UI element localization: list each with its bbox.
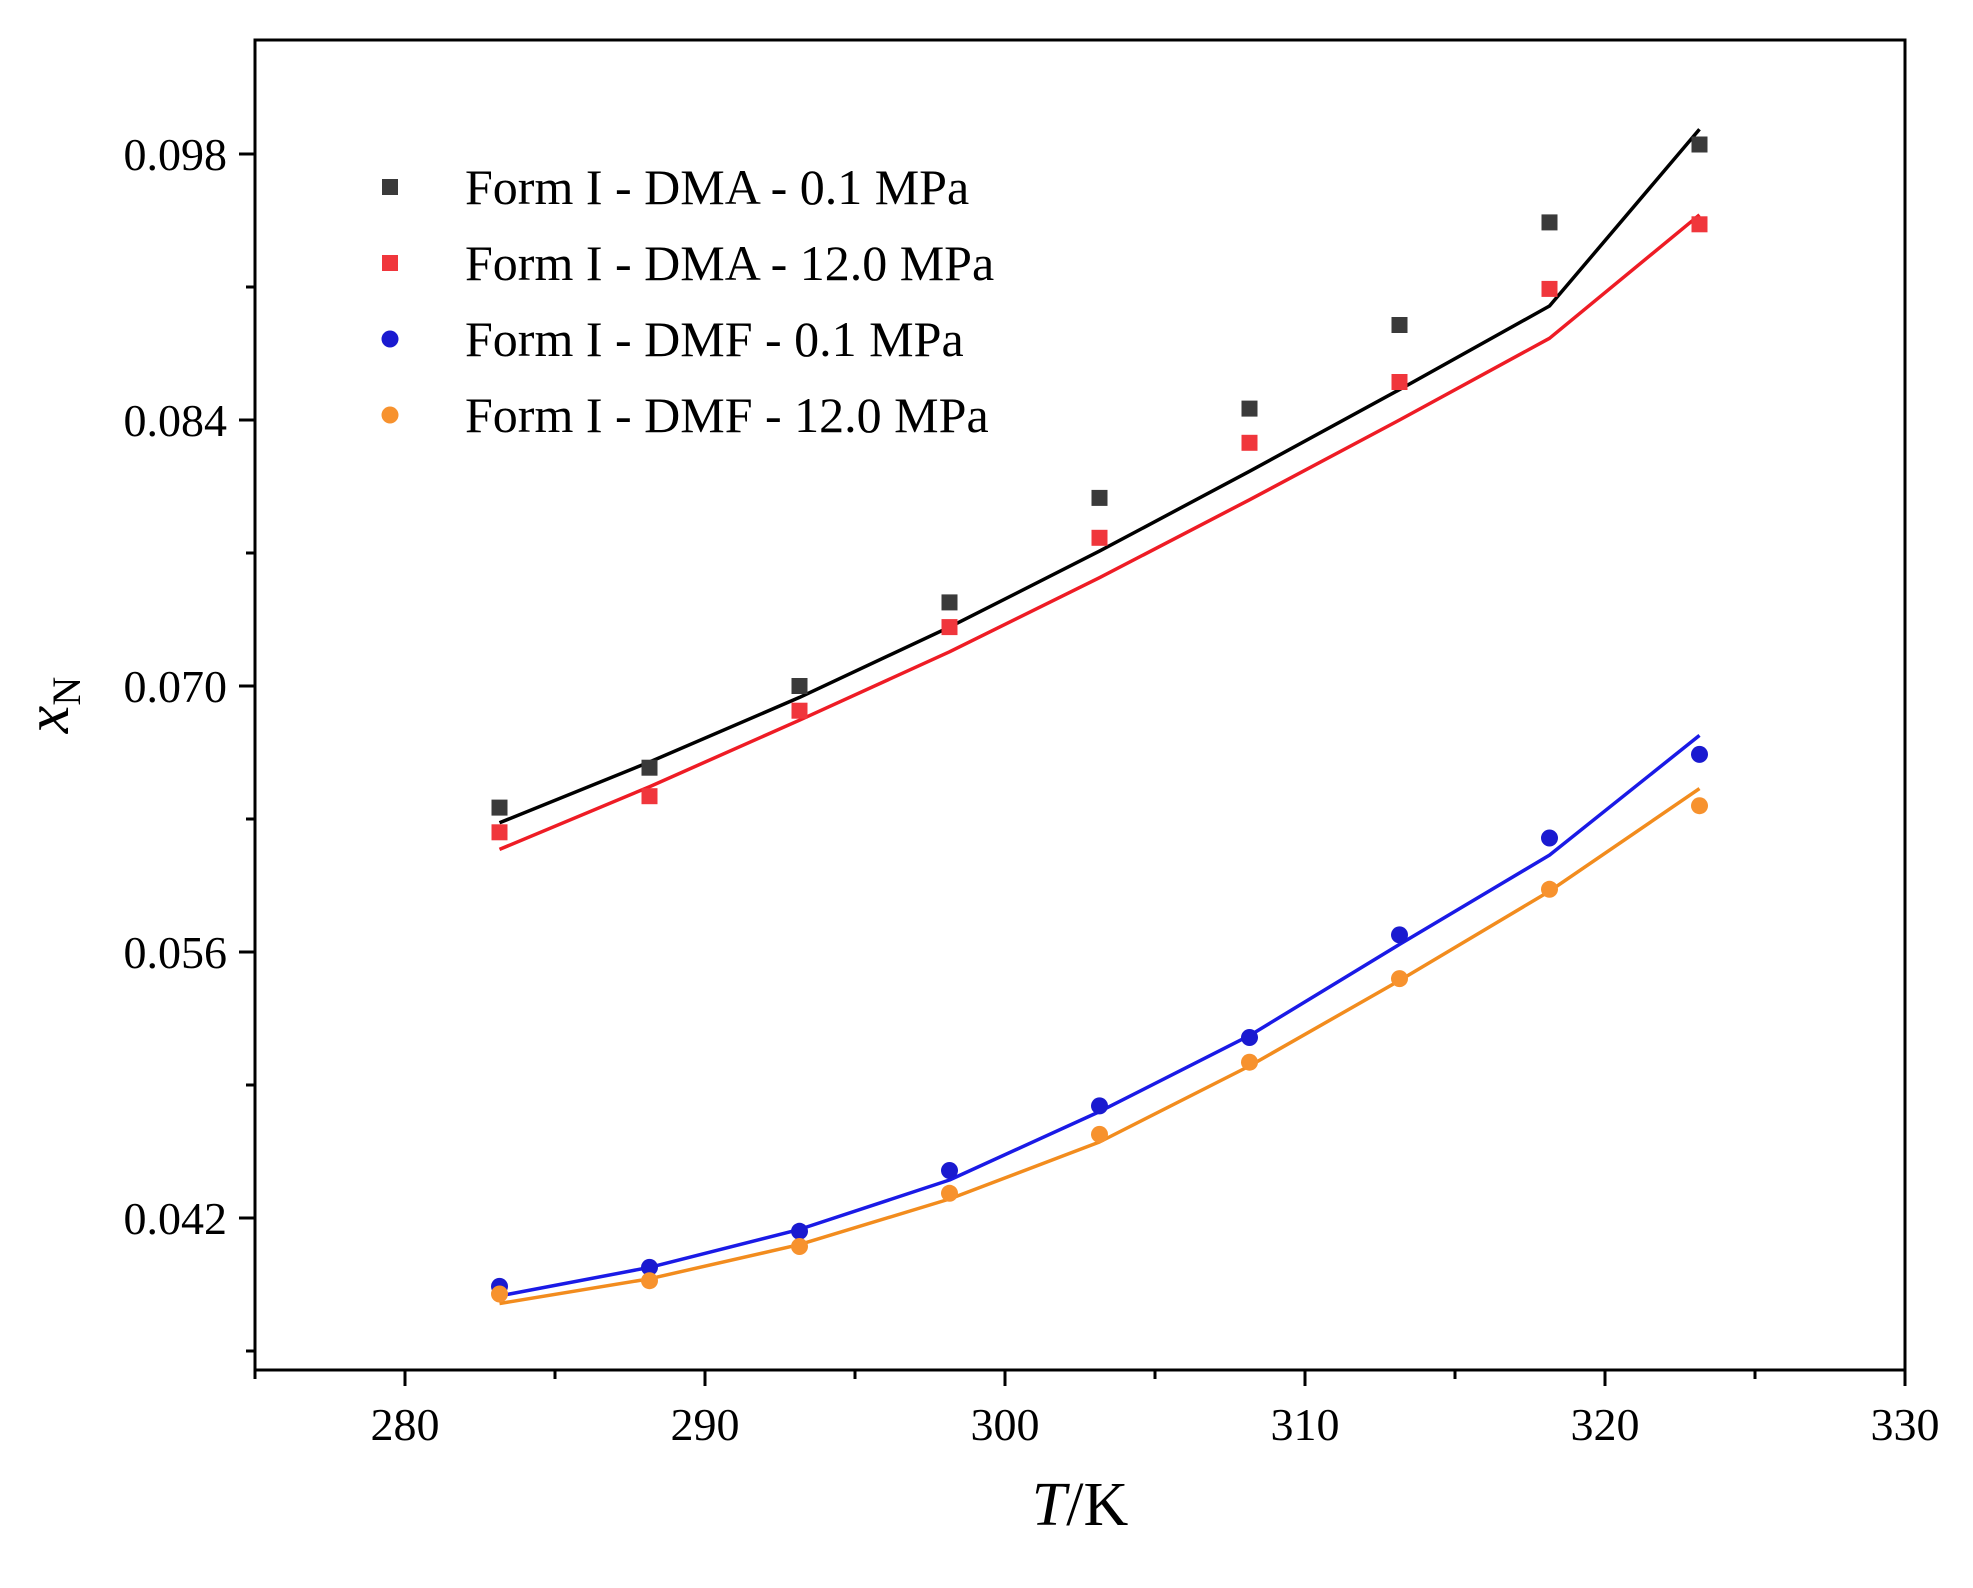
y-axis-title-main: x xyxy=(14,705,82,734)
legend-marker-4 xyxy=(381,406,399,424)
data-point-series-2 xyxy=(1241,434,1258,451)
legend-marker-1 xyxy=(382,179,398,195)
y-axis: 0.042 0.056 0.070 0.084 0.098 xyxy=(124,129,255,1353)
y-tick-label: 0.056 xyxy=(124,927,228,978)
data-point-series-2 xyxy=(941,619,958,636)
x-tick-label: 330 xyxy=(1871,1399,1940,1450)
legend-label-3: Form I - DMF - 0.1 MPa xyxy=(465,311,964,367)
data-point-series-4 xyxy=(791,1238,808,1255)
data-point-series-1 xyxy=(941,594,958,611)
legend-label-4: Form I - DMF - 12.0 MPa xyxy=(465,387,989,443)
x-tick-label: 290 xyxy=(671,1399,740,1450)
data-point-series-2 xyxy=(1391,374,1408,390)
x-axis: 280 290 300 310 320 330 xyxy=(253,1370,1940,1450)
data-point-series-1 xyxy=(491,799,508,816)
data-point-series-3 xyxy=(1691,745,1708,763)
data-point-series-1 xyxy=(1391,317,1408,333)
y-axis-title-sub: N xyxy=(44,677,89,706)
data-point-series-4 xyxy=(1541,880,1558,898)
data-point-series-1 xyxy=(1091,489,1108,506)
fit-line-series-4 xyxy=(499,787,1701,1306)
x-axis-title-italic: T xyxy=(1032,1471,1071,1539)
y-tick-label: 0.084 xyxy=(124,395,228,446)
data-point-series-2 xyxy=(791,702,808,719)
data-point-series-2 xyxy=(491,824,508,841)
x-axis-title-unit: /K xyxy=(1066,1471,1128,1539)
y-tick-label: 0.098 xyxy=(124,129,228,180)
legend-marker-2 xyxy=(382,255,398,271)
data-point-series-3 xyxy=(1541,829,1558,847)
data-point-series-1 xyxy=(1541,214,1558,231)
data-point-series-3 xyxy=(1391,926,1408,944)
data-point-series-2 xyxy=(641,788,658,805)
data-point-series-2 xyxy=(1691,216,1708,233)
data-point-series-4 xyxy=(491,1285,508,1303)
legend-marker-3 xyxy=(381,330,399,348)
data-point-series-2 xyxy=(1541,280,1558,297)
data-point-series-4 xyxy=(1091,1125,1108,1143)
legend-label-1: Form I - DMA - 0.1 MPa xyxy=(465,159,969,215)
x-tick-label: 300 xyxy=(971,1399,1040,1450)
data-point-series-2 xyxy=(1091,529,1108,546)
data-point-series-4 xyxy=(941,1184,958,1202)
fit-line-series-2 xyxy=(498,213,1701,852)
data-point-series-1 xyxy=(1241,400,1258,417)
legend: Form I - DMA - 0.1 MPa Form I - DMA - 12.… xyxy=(381,159,994,443)
data-point-series-1 xyxy=(1691,136,1708,153)
y-axis-title: xN xyxy=(14,677,89,734)
data-point-series-3 xyxy=(941,1162,958,1179)
fit-line-series-3 xyxy=(499,734,1701,1298)
legend-label-2: Form I - DMA - 12.0 MPa xyxy=(465,235,994,291)
markers-group xyxy=(491,136,1708,1303)
data-point-series-3 xyxy=(791,1222,808,1240)
data-point-series-4 xyxy=(641,1272,658,1290)
x-tick-label: 280 xyxy=(371,1399,440,1450)
fit-line-series-1 xyxy=(498,128,1701,825)
data-point-series-3 xyxy=(641,1258,658,1276)
data-point-series-4 xyxy=(1391,970,1408,988)
x-tick-label: 310 xyxy=(1271,1399,1340,1450)
data-point-series-3 xyxy=(1241,1029,1258,1046)
x-axis-title: T/K xyxy=(1032,1471,1129,1539)
y-tick-label: 0.070 xyxy=(124,661,228,712)
data-point-series-3 xyxy=(1091,1097,1108,1115)
data-point-series-1 xyxy=(641,759,658,776)
data-point-series-4 xyxy=(1241,1053,1258,1071)
data-point-series-4 xyxy=(1691,797,1708,815)
x-tick-label: 320 xyxy=(1571,1399,1640,1450)
plot-area xyxy=(253,38,1907,1372)
y-tick-label: 0.042 xyxy=(124,1193,228,1244)
plot-border xyxy=(253,38,1907,1372)
data-point-series-1 xyxy=(791,678,808,694)
